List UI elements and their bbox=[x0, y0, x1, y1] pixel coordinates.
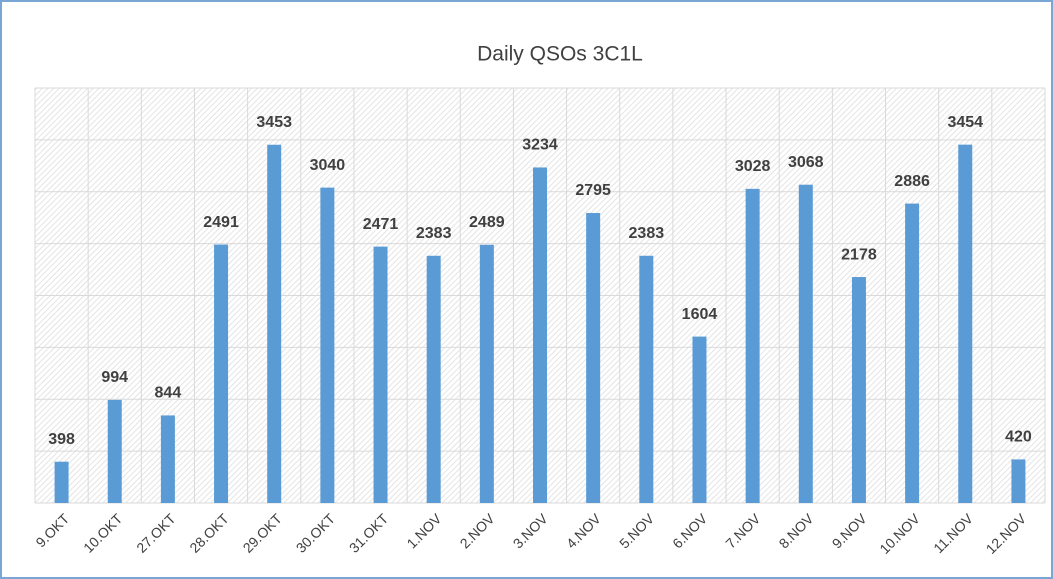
value-label: 3068 bbox=[788, 154, 824, 171]
bar bbox=[958, 144, 973, 503]
bar bbox=[1011, 459, 1026, 503]
bar bbox=[267, 144, 282, 503]
value-label: 3453 bbox=[256, 114, 292, 131]
value-label: 2795 bbox=[575, 182, 611, 199]
bar bbox=[798, 184, 813, 503]
value-label: 2471 bbox=[363, 216, 399, 233]
value-label: 3028 bbox=[735, 158, 771, 175]
value-label: 2383 bbox=[416, 225, 452, 242]
bar bbox=[479, 244, 494, 504]
value-label: 2886 bbox=[894, 173, 930, 190]
bar bbox=[905, 203, 920, 503]
bar bbox=[692, 336, 707, 503]
bar bbox=[426, 255, 441, 503]
value-label: 2489 bbox=[469, 214, 505, 231]
value-label: 1604 bbox=[682, 306, 718, 323]
bar bbox=[107, 399, 122, 503]
value-label: 3454 bbox=[947, 114, 983, 131]
bar bbox=[54, 461, 69, 503]
chart-title: Daily QSOs 3C1L bbox=[477, 43, 643, 66]
bar bbox=[851, 277, 866, 503]
bar bbox=[214, 244, 229, 503]
value-label: 2491 bbox=[203, 214, 239, 231]
bar bbox=[320, 187, 335, 503]
value-label: 994 bbox=[101, 369, 128, 386]
bar bbox=[160, 415, 175, 503]
value-label: 3234 bbox=[522, 137, 558, 154]
bar bbox=[533, 167, 547, 503]
bar bbox=[639, 255, 654, 503]
value-label: 420 bbox=[1005, 429, 1032, 446]
value-label: 2383 bbox=[629, 225, 665, 242]
bar bbox=[586, 213, 601, 504]
bar bbox=[745, 188, 760, 503]
value-label: 2178 bbox=[841, 246, 877, 263]
value-label: 398 bbox=[48, 431, 75, 448]
value-label: 844 bbox=[155, 385, 182, 402]
bar bbox=[373, 246, 388, 504]
value-label: 3040 bbox=[310, 157, 346, 174]
